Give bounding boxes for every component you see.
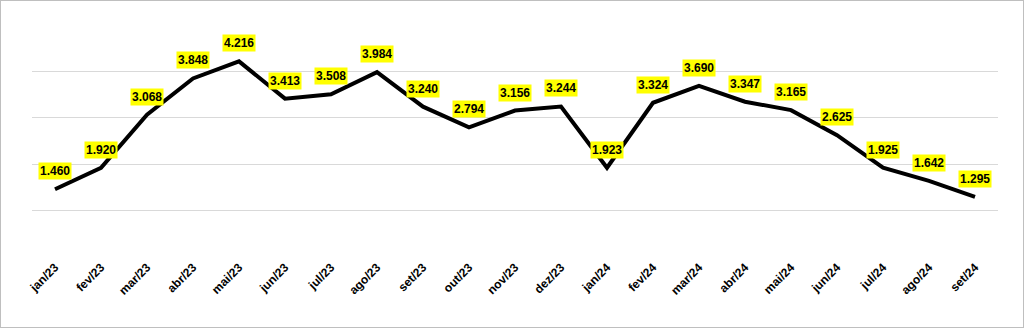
svg-text:3.984: 3.984 <box>362 47 392 61</box>
svg-text:3.244: 3.244 <box>546 81 576 95</box>
svg-text:abr/23: abr/23 <box>164 260 199 295</box>
svg-text:3.413: 3.413 <box>270 74 300 88</box>
svg-text:2.625: 2.625 <box>822 110 852 124</box>
svg-text:3.068: 3.068 <box>132 90 162 104</box>
svg-text:3.347: 3.347 <box>730 77 760 91</box>
svg-text:3.690: 3.690 <box>684 61 714 75</box>
svg-text:nov/23: nov/23 <box>485 260 522 297</box>
svg-text:fev/24: fev/24 <box>625 260 659 294</box>
svg-text:jan/23: jan/23 <box>27 260 62 295</box>
svg-text:3.165: 3.165 <box>776 85 806 99</box>
svg-text:1.925: 1.925 <box>868 143 898 157</box>
svg-text:3.848: 3.848 <box>178 53 208 67</box>
svg-text:abr/24: abr/24 <box>716 260 751 295</box>
svg-text:jun/24: jun/24 <box>808 260 843 295</box>
svg-text:jul/24: jul/24 <box>857 260 890 293</box>
svg-text:jul/23: jul/23 <box>305 260 338 293</box>
svg-text:1.920: 1.920 <box>86 143 116 157</box>
svg-text:jun/23: jun/23 <box>256 260 291 295</box>
svg-text:mar/24: mar/24 <box>668 260 705 297</box>
svg-text:3.240: 3.240 <box>408 82 438 96</box>
svg-text:1.460: 1.460 <box>40 164 70 178</box>
svg-text:3.156: 3.156 <box>500 86 530 100</box>
svg-text:3.508: 3.508 <box>316 69 346 83</box>
svg-text:1.923: 1.923 <box>592 143 622 157</box>
svg-text:dez/23: dez/23 <box>532 260 568 296</box>
svg-text:4.216: 4.216 <box>224 36 254 50</box>
svg-text:ago/24: ago/24 <box>899 260 936 297</box>
svg-text:jan/24: jan/24 <box>579 260 614 295</box>
svg-text:2.794: 2.794 <box>454 102 484 116</box>
svg-text:set/24: set/24 <box>947 260 981 294</box>
svg-text:1.642: 1.642 <box>914 156 944 170</box>
svg-text:mar/23: mar/23 <box>116 260 153 297</box>
svg-text:out/23: out/23 <box>440 260 475 295</box>
svg-text:ago/23: ago/23 <box>347 260 384 297</box>
svg-text:3.324: 3.324 <box>638 78 668 92</box>
svg-text:set/23: set/23 <box>395 260 429 294</box>
svg-text:mai/23: mai/23 <box>209 260 246 297</box>
svg-text:fev/23: fev/23 <box>73 260 107 294</box>
svg-text:mai/24: mai/24 <box>761 260 798 297</box>
svg-text:1.295: 1.295 <box>960 172 990 186</box>
